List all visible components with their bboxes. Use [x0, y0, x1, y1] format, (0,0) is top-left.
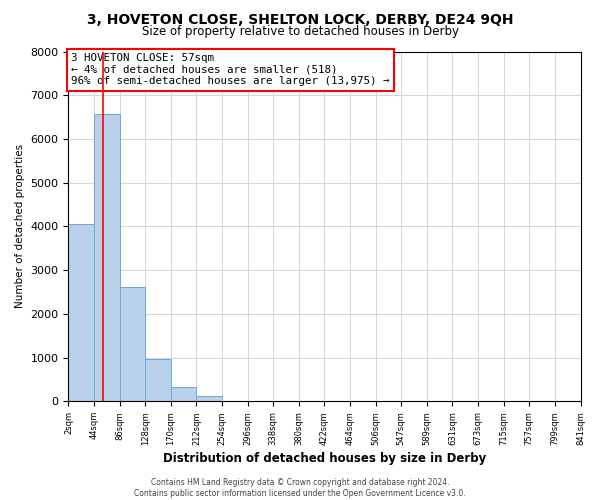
Bar: [196, 396, 222, 402]
Text: Contains HM Land Registry data © Crown copyright and database right 2024.
Contai: Contains HM Land Registry data © Crown c…: [134, 478, 466, 498]
Text: 3, HOVETON CLOSE, SHELTON LOCK, DERBY, DE24 9QH: 3, HOVETON CLOSE, SHELTON LOCK, DERBY, D…: [87, 12, 513, 26]
Bar: [119, 287, 145, 402]
Bar: [94, 114, 119, 402]
Bar: [145, 360, 171, 402]
Bar: [171, 387, 196, 402]
X-axis label: Distribution of detached houses by size in Derby: Distribution of detached houses by size …: [163, 452, 486, 465]
Text: 3 HOVETON CLOSE: 57sqm
← 4% of detached houses are smaller (518)
96% of semi-det: 3 HOVETON CLOSE: 57sqm ← 4% of detached …: [71, 53, 389, 86]
Bar: [68, 224, 94, 402]
Text: Size of property relative to detached houses in Derby: Size of property relative to detached ho…: [142, 25, 458, 38]
Y-axis label: Number of detached properties: Number of detached properties: [15, 144, 25, 308]
